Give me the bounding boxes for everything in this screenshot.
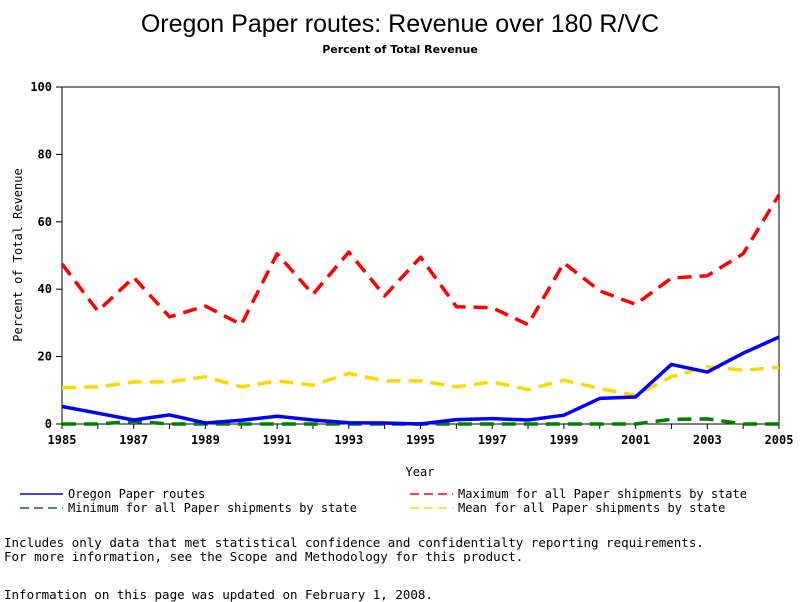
series-line-3: [61, 364, 780, 398]
x-tick-label: 1987: [119, 433, 148, 447]
x-tick-label: 2003: [693, 433, 722, 447]
y-tick-label: 60: [38, 215, 52, 229]
chart-legend: Oregon Paper routes Maximum for all Paper…: [20, 487, 747, 515]
y-tick-label: 40: [38, 282, 52, 296]
legend-label: Oregon Paper routes: [68, 487, 205, 501]
y-tick-label: 100: [30, 80, 52, 94]
y-tick-label: 80: [38, 147, 52, 161]
x-tick-label: 1989: [191, 433, 220, 447]
series-line-0: [61, 335, 780, 426]
x-axis-label: Year: [406, 465, 435, 479]
legend-label: Mean for all Paper shipments by state: [458, 501, 725, 515]
x-tick-label: 1997: [478, 433, 507, 447]
x-tick-label: 1999: [549, 433, 578, 447]
x-tick-label: 2005: [765, 433, 794, 447]
legend-label: Maximum for all Paper shipments by state: [458, 487, 747, 501]
x-tick-label: 1991: [263, 433, 292, 447]
y-tick-label: 20: [38, 350, 52, 364]
legend-label: Minimum for all Paper shipments by state: [68, 501, 357, 515]
footnote-line-2: For more information, see the Scope and …: [4, 549, 524, 564]
chart-subtitle: Percent of Total Revenue: [322, 43, 478, 56]
plot-area: 0 20 40 60 80 100 1985 1987 1989 1991 1993 1995 1997…: [30, 80, 793, 447]
y-tick-label: 0: [45, 417, 52, 431]
x-tick-label: 2001: [621, 433, 650, 447]
x-tick-label: 1995: [406, 433, 435, 447]
x-tick-label: 1985: [48, 433, 77, 447]
x-tick-label: 1993: [334, 433, 363, 447]
chart-title: Oregon Paper routes: Revenue over 180 R/…: [141, 10, 659, 38]
series-line-1: [60, 193, 781, 327]
y-axis-label: Percent of Total Revenue: [11, 168, 25, 341]
footnote-line-1: Includes only data that met statistical …: [4, 535, 704, 550]
update-note: Information on this page was updated on …: [4, 587, 433, 602]
